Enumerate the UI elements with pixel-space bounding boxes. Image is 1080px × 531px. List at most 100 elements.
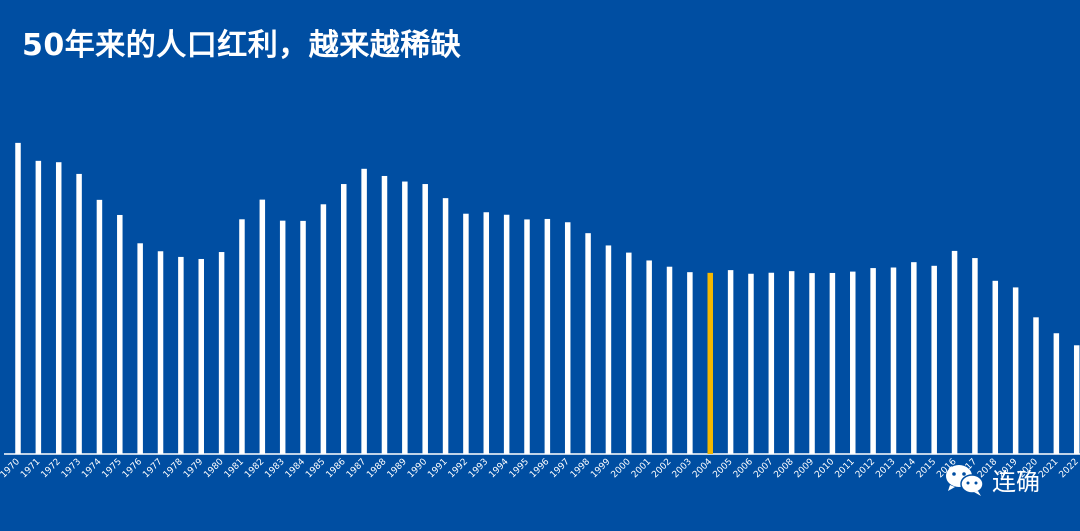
x-tick-label-1982: 1982 bbox=[243, 457, 266, 480]
x-tick-label-1978: 1978 bbox=[162, 457, 185, 480]
bar-1980 bbox=[218, 252, 225, 454]
x-tick-label-2005: 2005 bbox=[711, 457, 734, 480]
x-tick-label-1971: 1971 bbox=[19, 457, 42, 480]
bar-2010 bbox=[829, 272, 836, 454]
x-tick-label-1973: 1973 bbox=[60, 457, 83, 480]
bar-2002 bbox=[666, 266, 673, 454]
bar-highlight-2004 bbox=[707, 272, 713, 454]
bar-2007 bbox=[768, 272, 775, 454]
bar-2014 bbox=[911, 262, 917, 454]
bar-1973 bbox=[76, 173, 82, 455]
x-tick-label-1995: 1995 bbox=[508, 457, 531, 480]
x-tick-label-1975: 1975 bbox=[101, 457, 124, 480]
bar-1997 bbox=[564, 222, 571, 454]
bar-2005 bbox=[727, 270, 734, 454]
x-tick-label-1994: 1994 bbox=[487, 457, 510, 480]
bar-2022 bbox=[1073, 345, 1080, 454]
bar-1996 bbox=[544, 218, 551, 454]
x-tick-label-1996: 1996 bbox=[528, 457, 551, 480]
x-tick-label-2001: 2001 bbox=[630, 457, 653, 480]
bar-1971 bbox=[35, 160, 42, 454]
bar-1970 bbox=[15, 142, 21, 454]
bar-1978 bbox=[178, 256, 184, 454]
bar-2017 bbox=[972, 258, 978, 454]
wechat-icon bbox=[946, 464, 984, 496]
x-tick-label-1980: 1980 bbox=[202, 457, 225, 480]
x-tick-label-1998: 1998 bbox=[569, 457, 592, 480]
bar-1977 bbox=[157, 251, 164, 454]
x-tick-label-1990: 1990 bbox=[406, 457, 429, 480]
watermark: 连确 bbox=[944, 462, 1040, 497]
x-tick-label-2008: 2008 bbox=[772, 457, 795, 480]
bar-1999 bbox=[605, 245, 612, 454]
x-tick-label-1993: 1993 bbox=[467, 457, 490, 480]
x-tick-label-1983: 1983 bbox=[263, 457, 286, 480]
x-tick-label-1977: 1977 bbox=[141, 457, 164, 480]
bar-1985 bbox=[320, 204, 327, 454]
x-tick-label-1987: 1987 bbox=[345, 457, 368, 480]
bar-2018 bbox=[992, 280, 999, 454]
x-tick-label-1988: 1988 bbox=[365, 457, 388, 480]
bar-1987 bbox=[361, 168, 367, 455]
bar-2019 bbox=[1012, 287, 1019, 454]
bar-2015 bbox=[931, 265, 937, 454]
watermark-text: 连确 bbox=[992, 468, 1040, 496]
x-tick-label-2007: 2007 bbox=[752, 457, 775, 480]
x-tick-label-2011: 2011 bbox=[834, 457, 857, 480]
bar-1976 bbox=[137, 243, 143, 454]
bar-1994 bbox=[503, 214, 510, 454]
bar-2003 bbox=[687, 272, 693, 454]
x-tick-label-1985: 1985 bbox=[304, 457, 327, 480]
x-tick-label-1970: 1970 bbox=[0, 457, 22, 480]
x-tick-label-2000: 2000 bbox=[610, 457, 633, 480]
bar-2001 bbox=[646, 260, 652, 454]
bar-1974 bbox=[96, 199, 103, 454]
x-tick-label-1984: 1984 bbox=[284, 457, 307, 480]
bar-1992 bbox=[463, 213, 469, 454]
x-tick-label-1991: 1991 bbox=[426, 457, 449, 480]
x-tick-label-1972: 1972 bbox=[40, 457, 63, 480]
x-tick-label-1979: 1979 bbox=[182, 457, 205, 480]
x-tick-label-2015: 2015 bbox=[915, 457, 938, 480]
bar-1975 bbox=[117, 214, 123, 454]
x-tick-label-1989: 1989 bbox=[386, 457, 409, 480]
x-tick-label-1986: 1986 bbox=[325, 457, 348, 480]
bar-1983 bbox=[279, 220, 286, 454]
x-tick-label-1976: 1976 bbox=[121, 457, 144, 480]
bar-2000 bbox=[626, 252, 632, 454]
x-tick-label-2003: 2003 bbox=[671, 457, 694, 480]
chart-title: 50年来的人口红利，越来越稀缺 bbox=[22, 28, 462, 63]
x-tick-label-2009: 2009 bbox=[793, 457, 816, 480]
bar-2012 bbox=[870, 268, 876, 454]
x-tick-label-1981: 1981 bbox=[223, 457, 246, 480]
bar-1991 bbox=[442, 198, 449, 454]
bar-1989 bbox=[402, 181, 408, 455]
x-tick-label-1992: 1992 bbox=[447, 457, 470, 480]
bar-2011 bbox=[850, 271, 856, 454]
x-tick-label-2002: 2002 bbox=[650, 457, 673, 480]
bar-1995 bbox=[524, 219, 530, 454]
x-tick-label-2013: 2013 bbox=[874, 457, 897, 480]
bar-2016 bbox=[951, 250, 958, 454]
bar-2006 bbox=[748, 273, 754, 454]
x-tick-label-2006: 2006 bbox=[732, 457, 755, 480]
x-tick-label-1997: 1997 bbox=[549, 457, 572, 480]
bar-1979 bbox=[198, 258, 204, 454]
bar-2013 bbox=[890, 267, 897, 454]
bar-1988 bbox=[381, 175, 388, 454]
bar-1982 bbox=[259, 199, 266, 454]
bar-1972 bbox=[55, 162, 62, 454]
bar-1986 bbox=[341, 184, 347, 455]
bar-2021 bbox=[1053, 333, 1060, 454]
bar-2008 bbox=[788, 271, 795, 454]
bar-2009 bbox=[809, 273, 815, 454]
bar-1993 bbox=[483, 212, 490, 454]
x-tick-label-2010: 2010 bbox=[813, 457, 836, 480]
bar-2020 bbox=[1033, 317, 1039, 454]
x-tick-label-2014: 2014 bbox=[895, 457, 918, 480]
x-tick-label-1974: 1974 bbox=[80, 457, 103, 480]
x-tick-label-2022: 2022 bbox=[1058, 457, 1080, 480]
bar-1984 bbox=[300, 220, 306, 454]
x-tick-label-2004: 2004 bbox=[691, 457, 714, 480]
